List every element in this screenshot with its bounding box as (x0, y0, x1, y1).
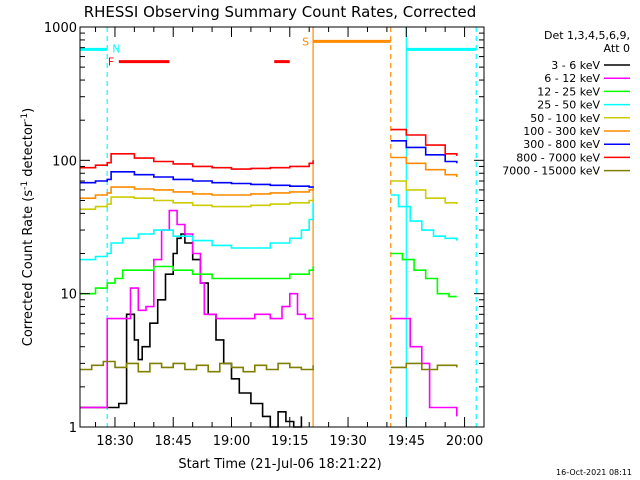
saa-flag-label: S (302, 35, 309, 48)
x-tick-label-2: 18:45 (154, 434, 191, 449)
legend-label-8: 800 - 7000 keV (516, 151, 600, 164)
legend-label-3: 12 - 25 keV (537, 85, 600, 98)
x-axis-ticks: 18:30 18:45 19:00 19:15 19:30 19:45 20:00 (95, 27, 485, 449)
plot-area: NF S (80, 27, 477, 428)
legend-label-2: 6 - 12 keV (544, 72, 600, 85)
legend-label-1: 3 - 6 keV (551, 59, 600, 72)
legend-header-line-1: Det 1,3,4,5,6,9, (544, 29, 630, 42)
chart-title: RHESSI Observing Summary Count Rates, Co… (84, 3, 477, 21)
x-tick-label-7: 20:00 (446, 434, 483, 449)
legend-label-9: 7000 - 15000 keV (502, 165, 600, 178)
legend-header-line-2: Att 0 (604, 42, 630, 55)
y-tick-label-1: 1 (69, 421, 77, 436)
series-line-3-segment-2 (390, 252, 457, 298)
legend-label-4: 25 - 50 keV (537, 99, 600, 112)
series-line-5-segment-2 (390, 180, 458, 205)
y-axis-label: Corrected Count Rate (s-1 detector-1) (20, 108, 36, 346)
plot-frame (79, 26, 485, 428)
y-tick-label-2: 10 (60, 288, 77, 303)
x-tick-label-4: 19:15 (271, 434, 308, 449)
series-line-4-segment-2 (390, 194, 458, 241)
legend-label-6: 100 - 300 keV (523, 125, 600, 138)
footer-timestamp: 16-Oct-2021 08:11 (556, 468, 632, 477)
series-line-6-segment-2 (390, 156, 458, 177)
night-flag-label: N (112, 42, 120, 55)
x-tick-label-1: 18:30 (96, 434, 133, 449)
series-line-2-segment-1 (80, 209, 314, 409)
series-line-9-segment-2 (390, 362, 458, 371)
series-line-4-segment-1 (80, 202, 314, 261)
y-axis-ticks: 1 10 100 1000 (44, 21, 484, 436)
series-line-7-segment-2 (390, 140, 458, 164)
y-tick-label-4: 1000 (44, 21, 77, 36)
series-line-2-segment-2 (390, 317, 458, 417)
series-line-3-segment-1 (80, 265, 314, 295)
legend-label-7: 300 - 800 keV (523, 138, 600, 151)
series-line-5-segment-1 (80, 196, 314, 210)
x-tick-label-3: 19:00 (213, 434, 250, 449)
x-axis-label: Start Time (21-Jul-06 18:21:22) (178, 457, 381, 472)
series-line-8-segment-2 (390, 128, 458, 156)
flare-flag-label: F (108, 56, 114, 69)
series-line-7-segment-1 (80, 171, 314, 188)
x-tick-label-5: 19:30 (329, 434, 366, 449)
y-tick-label-3: 100 (52, 154, 77, 169)
series-line-6-segment-1 (80, 186, 314, 199)
series-line-1-segment-1 (80, 233, 303, 428)
series-line-8-segment-1 (80, 153, 314, 170)
legend-label-5: 50 - 100 keV (530, 112, 600, 125)
x-tick-label-6: 19:45 (388, 434, 425, 449)
series-line-9-segment-1 (80, 360, 314, 373)
